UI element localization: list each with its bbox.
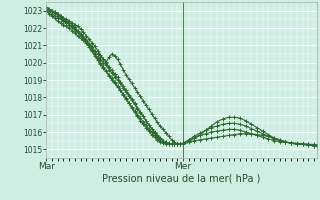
X-axis label: Pression niveau de la mer( hPa ): Pression niveau de la mer( hPa ) bbox=[102, 174, 261, 184]
